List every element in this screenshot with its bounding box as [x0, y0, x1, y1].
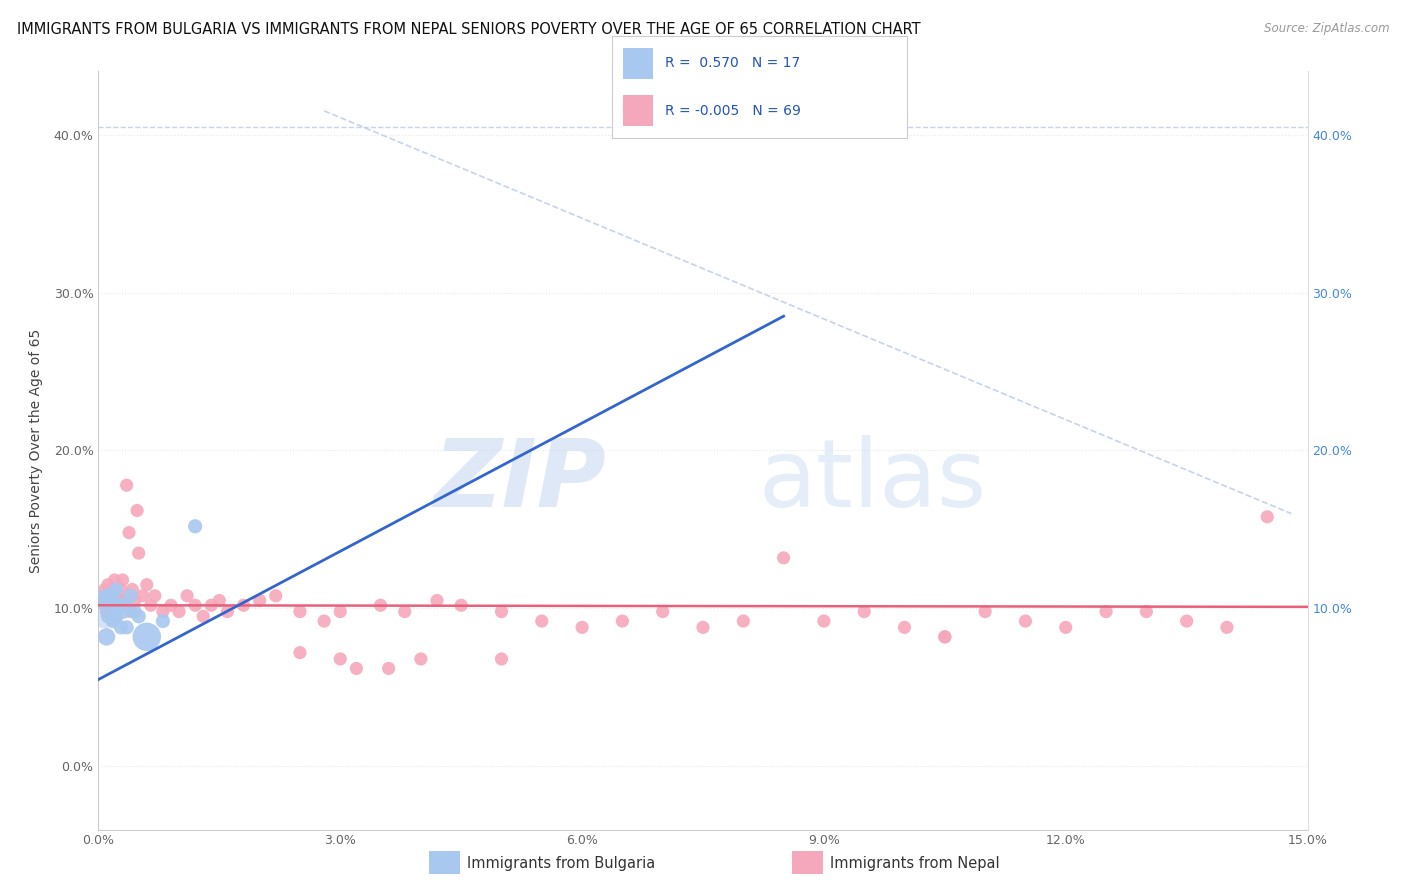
- Point: [135, 630, 157, 644]
- Point: [1175, 614, 1198, 628]
- Bar: [623, 95, 652, 126]
- Point: [314, 614, 336, 628]
- Point: [1135, 605, 1157, 619]
- Point: [132, 589, 155, 603]
- Point: [217, 605, 239, 619]
- Point: [974, 605, 997, 619]
- Point: [100, 599, 122, 613]
- Point: [450, 599, 472, 613]
- Point: [103, 609, 125, 624]
- Point: [344, 661, 367, 675]
- Point: [934, 630, 956, 644]
- Point: [103, 573, 125, 587]
- Point: [264, 589, 287, 603]
- Point: [101, 614, 124, 628]
- Point: [530, 614, 553, 628]
- Point: [120, 605, 142, 619]
- Point: [934, 630, 956, 644]
- Text: Source: ZipAtlas.com: Source: ZipAtlas.com: [1264, 22, 1389, 36]
- Point: [101, 589, 124, 603]
- Point: [184, 599, 207, 613]
- Point: [96, 605, 118, 619]
- Point: [200, 599, 222, 613]
- Point: [97, 609, 120, 624]
- Text: ZIP: ZIP: [433, 434, 606, 527]
- Text: R = -0.005   N = 69: R = -0.005 N = 69: [665, 103, 800, 118]
- Point: [1216, 620, 1239, 634]
- Point: [124, 605, 146, 619]
- Point: [115, 478, 138, 492]
- Point: [1256, 509, 1278, 524]
- Point: [105, 582, 128, 597]
- Point: [110, 620, 132, 634]
- Text: Immigrants from Nepal: Immigrants from Nepal: [830, 856, 1000, 871]
- Point: [135, 578, 157, 592]
- Point: [107, 593, 129, 607]
- Point: [128, 609, 150, 624]
- Point: [491, 605, 513, 619]
- Bar: [623, 48, 652, 78]
- Point: [193, 609, 215, 624]
- Point: [184, 519, 207, 533]
- Point: [853, 605, 876, 619]
- Point: [94, 601, 117, 615]
- Point: [288, 646, 311, 660]
- Point: [111, 601, 134, 615]
- Point: [692, 620, 714, 634]
- Point: [152, 614, 174, 628]
- Point: [1014, 614, 1036, 628]
- Point: [772, 550, 794, 565]
- Point: [118, 525, 141, 540]
- Point: [612, 614, 634, 628]
- Point: [1054, 620, 1077, 634]
- Point: [127, 503, 149, 517]
- Point: [152, 605, 174, 619]
- Point: [94, 593, 117, 607]
- Point: [571, 620, 593, 634]
- Point: [1095, 605, 1118, 619]
- Point: [733, 614, 755, 628]
- Point: [110, 582, 132, 597]
- Text: Immigrants from Bulgaria: Immigrants from Bulgaria: [467, 856, 655, 871]
- Point: [105, 609, 128, 624]
- Point: [139, 599, 162, 613]
- Point: [329, 652, 352, 666]
- Text: atlas: atlas: [758, 434, 987, 527]
- Text: IMMIGRANTS FROM BULGARIA VS IMMIGRANTS FROM NEPAL SENIORS POVERTY OVER THE AGE O: IMMIGRANTS FROM BULGARIA VS IMMIGRANTS F…: [17, 22, 921, 37]
- Point: [426, 593, 449, 607]
- Text: R =  0.570   N = 17: R = 0.570 N = 17: [665, 56, 800, 70]
- Point: [377, 661, 399, 675]
- Point: [112, 593, 135, 607]
- Point: [491, 652, 513, 666]
- Point: [143, 589, 166, 603]
- Point: [111, 573, 134, 587]
- Point: [107, 601, 129, 615]
- Point: [813, 614, 835, 628]
- Point: [288, 605, 311, 619]
- Point: [409, 652, 432, 666]
- Point: [124, 593, 146, 607]
- Point: [394, 605, 416, 619]
- Point: [121, 582, 143, 597]
- Point: [249, 593, 271, 607]
- Point: [128, 546, 150, 560]
- Point: [160, 599, 183, 613]
- Point: [100, 589, 122, 603]
- Point: [893, 620, 915, 634]
- Point: [91, 593, 114, 607]
- Y-axis label: Seniors Poverty Over the Age of 65: Seniors Poverty Over the Age of 65: [28, 328, 42, 573]
- Point: [94, 582, 117, 597]
- Point: [232, 599, 254, 613]
- Point: [208, 593, 231, 607]
- Point: [329, 605, 352, 619]
- Point: [651, 605, 673, 619]
- Point: [96, 630, 118, 644]
- Point: [176, 589, 198, 603]
- Point: [370, 599, 392, 613]
- Point: [120, 589, 142, 603]
- Point: [115, 620, 138, 634]
- Point: [167, 605, 190, 619]
- Point: [97, 578, 120, 592]
